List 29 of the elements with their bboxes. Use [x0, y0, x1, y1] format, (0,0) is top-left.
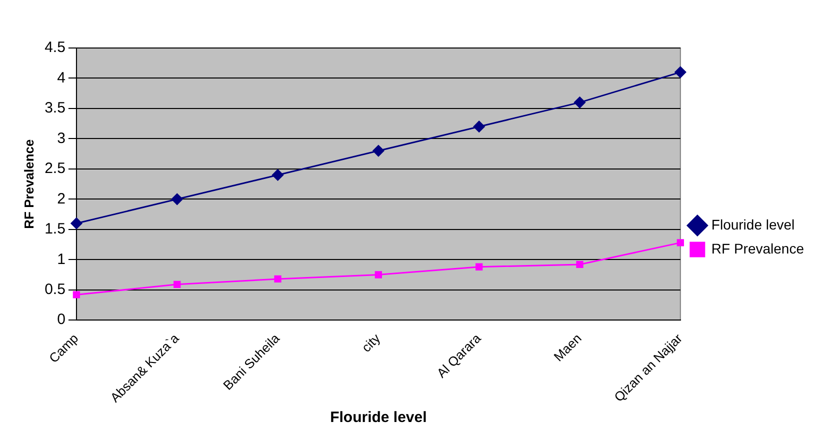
point: [374, 271, 382, 278]
point: [476, 263, 483, 270]
point: [676, 239, 684, 246]
y-tick-label: 3.5: [44, 100, 66, 117]
y-tick-label: 1.5: [44, 220, 66, 238]
legend-label: Flouride level: [711, 216, 795, 232]
point: [372, 145, 384, 157]
point: [274, 275, 282, 283]
y-tick-label: 0.5: [44, 281, 66, 298]
x-tick-label: city: [358, 330, 384, 356]
point: [174, 280, 181, 288]
y-tick-label: 0: [57, 311, 66, 328]
y-axis-title: RF Prevalence: [21, 139, 36, 229]
point: [171, 193, 183, 205]
point: [576, 260, 584, 268]
y-tick-label: 4.5: [44, 39, 66, 56]
point: [674, 66, 686, 78]
point: [473, 120, 485, 132]
y-tick-label: 1: [57, 250, 66, 268]
point: [272, 169, 284, 181]
y-tick-label: 2.5: [44, 160, 66, 178]
y-tick-label: 2: [57, 190, 66, 208]
point: [72, 291, 80, 298]
point: [70, 218, 82, 230]
y-tick-label: 3: [57, 130, 66, 147]
x-axis-title: Flouride level: [330, 409, 427, 426]
y-tick-label: 4: [57, 69, 66, 86]
legend-label: RF Prevalence: [711, 240, 804, 256]
point: [574, 96, 586, 108]
